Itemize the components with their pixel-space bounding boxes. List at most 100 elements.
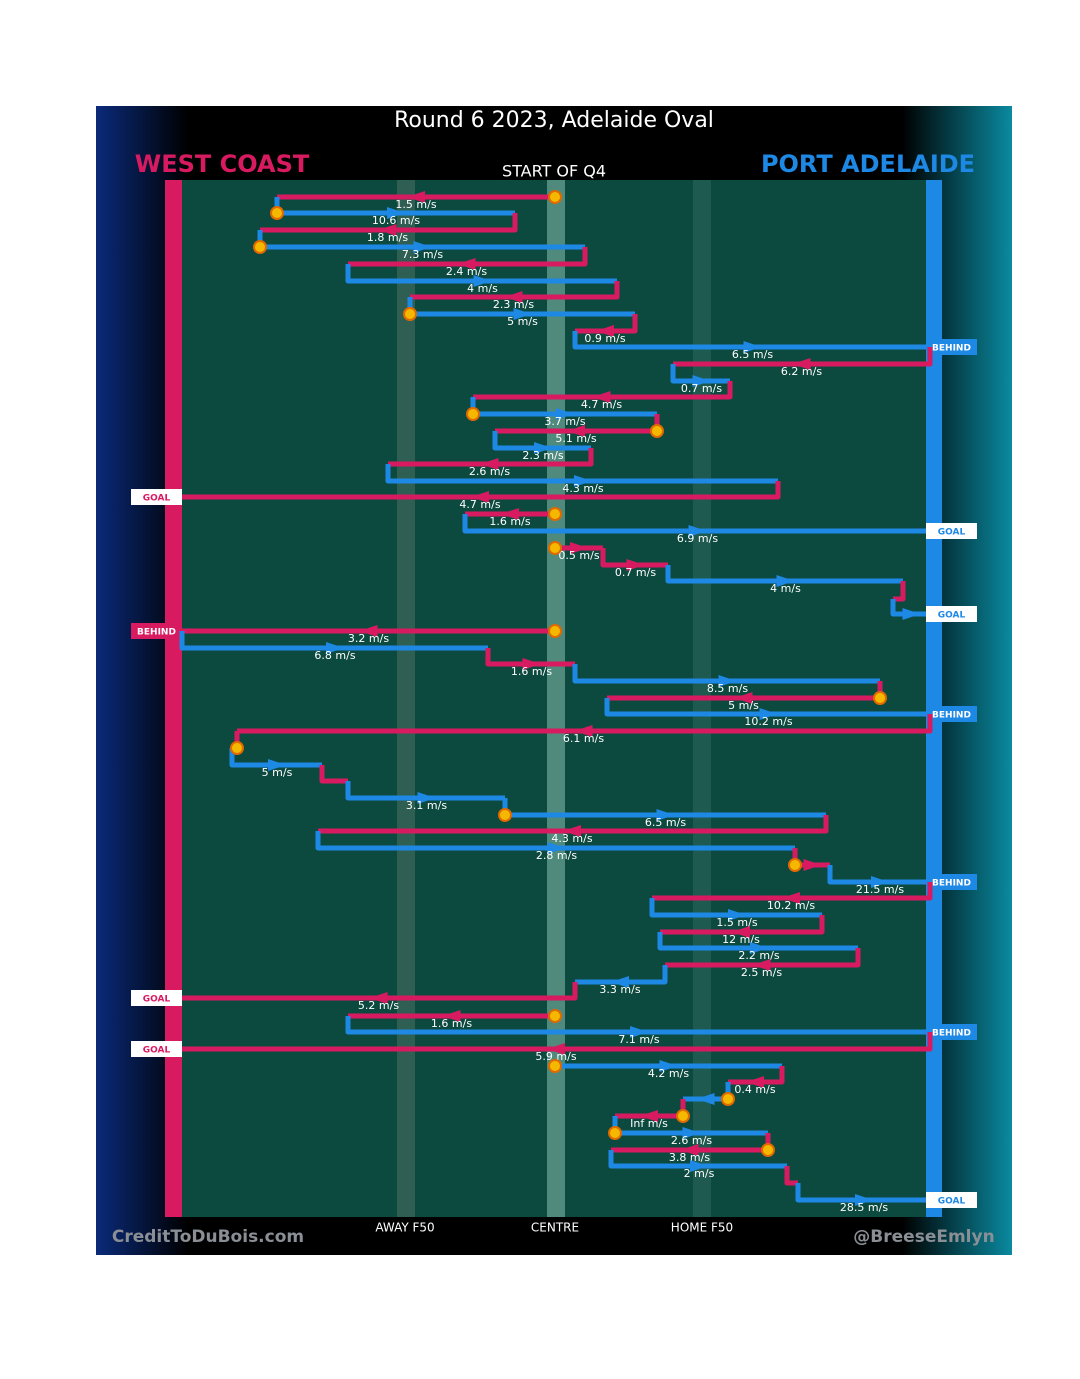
move-arrow [871, 876, 889, 888]
move-path [229, 748, 322, 768]
move-arrow [792, 358, 811, 370]
speed-label: 4 m/s [770, 582, 801, 595]
move-arrow [743, 341, 762, 353]
turnover-marker [548, 1059, 562, 1073]
move-arrow [268, 759, 286, 771]
move-arrow [513, 308, 532, 320]
speed-label: 5 m/s [262, 766, 293, 779]
move-arrow [471, 491, 489, 503]
move-path [237, 714, 933, 734]
move-path [473, 381, 733, 400]
speed-label: 3.7 m/s [544, 415, 585, 428]
move-arrow [782, 892, 800, 904]
speed-label: 2.5 m/s [741, 966, 782, 979]
speed-label: 6.9 m/s [677, 532, 718, 545]
move-arrow [902, 608, 921, 620]
move-path [827, 865, 930, 885]
outcome-label: BEHIND [932, 711, 971, 721]
move-path [485, 648, 575, 667]
move-path [657, 932, 858, 951]
outcome-box [926, 523, 977, 539]
speed-label: 2.2 m/s [738, 949, 779, 962]
speed-label: 7.1 m/s [618, 1033, 659, 1046]
move-arrow [688, 525, 707, 537]
outcome-box [131, 489, 182, 505]
move-arrow [574, 725, 593, 737]
speed-label: 28.5 m/s [840, 1201, 888, 1214]
turnover-marker [548, 1009, 562, 1023]
speed-label: 3.8 m/s [669, 1151, 710, 1164]
speed-label: 3.1 m/s [406, 799, 447, 812]
speed-label: 2 m/s [684, 1167, 715, 1180]
move-arrow [728, 909, 746, 921]
outcome-box [926, 1192, 977, 1208]
move-path [665, 948, 861, 968]
move-path [575, 965, 668, 985]
speed-label: 6.1 m/s [563, 732, 604, 745]
move-arrow [387, 207, 405, 219]
move-arrow [690, 1160, 708, 1172]
speed-label: 1.6 m/s [511, 665, 552, 678]
move-arrow [501, 508, 519, 520]
outcome-label: GOAL [938, 611, 966, 621]
move-arrow [326, 642, 344, 654]
speed-label: 3.3 m/s [599, 983, 640, 996]
move-arrow [480, 458, 499, 470]
outcome-label: GOAL [143, 494, 171, 504]
move-arrow [776, 575, 795, 587]
move-arrow [473, 275, 492, 287]
move-path [179, 631, 488, 651]
move-path [345, 264, 617, 284]
move-arrow [442, 1010, 461, 1022]
move-path [318, 815, 829, 834]
move-arrow [534, 442, 552, 454]
move-arrow [570, 542, 588, 554]
move-path [319, 765, 348, 784]
speed-label: 10.2 m/s [767, 899, 815, 912]
credit: @BreeseEmlyn [853, 1227, 994, 1247]
zone-label: AWAY F50 [375, 1221, 434, 1235]
move-arrow [750, 942, 768, 954]
speed-label: 0.7 m/s [681, 382, 722, 395]
outcome-label: BEHIND [932, 879, 971, 889]
speed-label: 4.7 m/s [459, 498, 500, 511]
outcome-box [926, 339, 977, 355]
speed-label: 2.6 m/s [469, 465, 510, 478]
move-path [795, 1183, 930, 1203]
speed-label: 4 m/s [467, 282, 498, 295]
move-path [673, 347, 933, 367]
outcome-label: BEHIND [932, 1029, 971, 1039]
move-path [600, 548, 668, 568]
move-arrow [803, 859, 822, 871]
move-path [649, 898, 822, 918]
speed-label: 5.1 m/s [555, 432, 596, 445]
turnover-marker [721, 1092, 735, 1106]
speed-label: 10.6 m/s [372, 214, 420, 227]
speed-label: 6.8 m/s [314, 649, 355, 662]
move-path [182, 1032, 933, 1052]
move-arrow [359, 625, 378, 637]
outcome-label: BEHIND [137, 628, 176, 638]
move-arrow [734, 692, 753, 704]
move-path [410, 281, 620, 300]
outcome-label: GOAL [938, 528, 966, 538]
move-arrow [547, 1043, 565, 1055]
right-goal-line [926, 180, 942, 1217]
speed-label: 1.6 m/s [431, 1017, 472, 1030]
move-path [784, 1166, 798, 1186]
move-arrow [504, 291, 523, 303]
credit: CreditToDuBois.com [112, 1227, 304, 1247]
move-arrow [417, 792, 436, 804]
turnover-marker [548, 541, 562, 555]
move-arrow [457, 258, 476, 270]
turnover-marker [498, 808, 512, 822]
move-arrow [718, 675, 737, 687]
move-arrow [680, 1144, 699, 1156]
outcome-box [131, 1041, 182, 1057]
move-path [348, 247, 588, 267]
speed-label: 7.3 m/s [402, 248, 443, 261]
move-arrow [692, 375, 711, 387]
outcome-label: GOAL [143, 995, 171, 1005]
speed-label: 5 m/s [507, 315, 538, 328]
title: Round 6 2023, Adelaide Oval [394, 108, 714, 133]
